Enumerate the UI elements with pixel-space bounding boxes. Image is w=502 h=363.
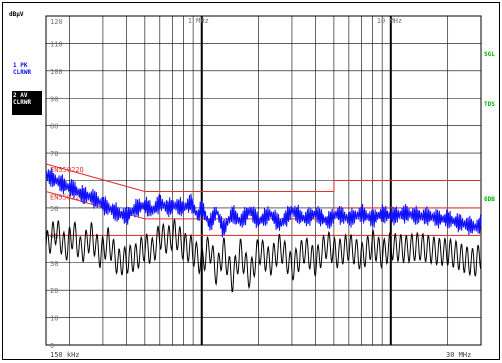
frequency-marker-label: 10 MHz: [377, 17, 402, 25]
y-tick-label: 10: [50, 315, 58, 323]
limit-label: EN55022A: [50, 193, 85, 201]
screen-frame: [2, 2, 500, 360]
trace1-mode: CLRWR: [13, 69, 32, 76]
y-tick-label: 80: [50, 123, 58, 131]
x-stop-label: 30 MHz: [446, 351, 471, 359]
y-tick-label: 100: [50, 68, 63, 76]
y-tick-label: 0: [50, 342, 54, 350]
trace1-indicator[interactable]: 1 PK CLRWR: [13, 62, 31, 76]
tds-flag: TDS: [484, 101, 495, 108]
trace-1: [45, 168, 482, 238]
y-tick-label: 120: [50, 18, 63, 26]
frequency-marker-label: 1 MHz: [188, 17, 209, 25]
6db-flag: 6DB: [484, 196, 495, 203]
unit-label: dBµV: [9, 11, 24, 18]
trace2-mode: CLRWR: [13, 99, 32, 106]
sgl-flag: SGL: [484, 51, 495, 58]
trace1-number: 1 PK: [13, 62, 28, 69]
y-tick-label: 20: [50, 287, 58, 295]
traces: [45, 168, 482, 293]
trace2-indicator[interactable]: 2 AV CLRWR: [12, 91, 42, 115]
y-tick-label: 110: [50, 40, 63, 48]
trace-2: [45, 217, 482, 293]
limit-line: [45, 163, 481, 192]
limit-label: EN55022Q: [50, 166, 84, 174]
y-tick-label: 90: [50, 95, 58, 103]
y-tick-label: 50: [50, 205, 58, 213]
y-tick-label: 70: [50, 150, 58, 158]
x-start-label: 150 kHz: [50, 351, 80, 359]
y-tick-label: 30: [50, 260, 58, 268]
trace2-number: 2 AV: [13, 92, 28, 99]
